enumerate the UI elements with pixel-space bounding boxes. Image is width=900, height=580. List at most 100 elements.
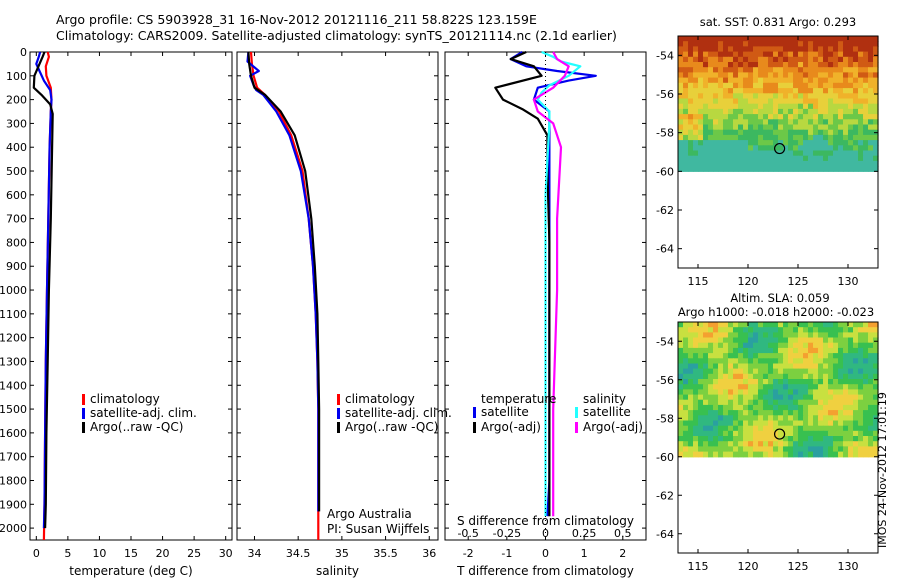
heatmap-cell: [763, 119, 769, 126]
heatmap-cell: [793, 46, 799, 53]
heatmap-cell: [843, 160, 849, 167]
heatmap-cell: [773, 155, 779, 162]
heatmap-cell: [868, 446, 874, 453]
heatmap-cell: [833, 93, 839, 100]
heatmap-cell: [793, 358, 799, 365]
heatmap-cell: [813, 51, 819, 58]
heatmap-cell: [723, 368, 729, 375]
heatmap-cell: [688, 430, 694, 437]
heatmap-cell: [823, 56, 829, 63]
heatmap-cell: [818, 410, 824, 416]
heatmap-cell: [818, 363, 824, 370]
heatmap-cell: [863, 332, 869, 339]
heatmap-cell: [768, 342, 774, 349]
heatmap-cell: [783, 441, 789, 447]
heatmap-cell: [873, 41, 879, 47]
heatmap-cell: [833, 436, 839, 442]
heatmap-cell: [788, 108, 794, 115]
heatmap-cell: [763, 332, 769, 339]
heatmap-cell: [858, 394, 864, 401]
heatmap-cell: [833, 119, 839, 126]
heatmap-cell: [873, 420, 879, 427]
heatmap-cell: [768, 327, 774, 333]
heatmap-cell: [733, 373, 739, 380]
heatmap-cell: [753, 430, 759, 437]
heatmap-cell: [748, 56, 754, 63]
heatmap-cell: [793, 134, 799, 141]
heatmap-cell: [793, 389, 799, 396]
heatmap-cell: [773, 404, 779, 411]
heatmap-cell: [758, 155, 764, 162]
heatmap-cell: [833, 389, 839, 396]
heatmap-cell: [873, 441, 879, 447]
heatmap-cell: [748, 436, 754, 442]
heatmap-cell: [713, 332, 719, 339]
heatmap-cell: [778, 425, 784, 432]
heatmap-cell: [788, 145, 794, 152]
heatmap-cell: [818, 77, 824, 84]
heatmap-cell: [773, 394, 779, 401]
heatmap-cell: [818, 67, 824, 73]
heatmap-cell: [818, 62, 824, 68]
heatmap-cell: [828, 332, 834, 339]
heatmap-cell: [823, 399, 829, 406]
heatmap-cell: [818, 389, 824, 396]
heatmap-cell: [758, 420, 764, 427]
heatmap-cell: [773, 379, 779, 385]
heatmap-cell: [828, 451, 834, 458]
heatmap-cell: [683, 108, 689, 115]
heatmap-cell: [678, 430, 684, 437]
heatmap-cell: [698, 430, 704, 437]
heatmap-cell: [693, 88, 699, 94]
heatmap-cell: [863, 103, 869, 110]
heatmap-cell: [853, 82, 859, 89]
heatmap-cell: [783, 67, 789, 73]
heatmap-cell: [718, 98, 724, 105]
heatmap-cell: [688, 342, 694, 349]
heatmap-cell: [803, 46, 809, 53]
heatmap-cell: [813, 420, 819, 427]
heatmap-cell: [688, 36, 694, 42]
heatmap-cell: [873, 103, 879, 110]
legend-swatch: [337, 394, 340, 405]
series-line-magenta: [532, 51, 570, 517]
map-lon-label: 115: [688, 275, 709, 288]
heatmap-cell: [758, 129, 764, 136]
heatmap-cell: [708, 394, 714, 401]
heatmap-cell: [793, 88, 799, 94]
heatmap-cell: [863, 399, 869, 406]
heatmap-cell: [853, 430, 859, 437]
heatmap-cell: [698, 420, 704, 427]
heatmap-cell: [723, 384, 729, 390]
heatmap-cell: [743, 93, 749, 100]
heatmap-cell: [868, 394, 874, 401]
heatmap-cell: [813, 322, 819, 328]
heatmap-cell: [838, 93, 844, 100]
heatmap-cell: [768, 373, 774, 380]
heatmap-cell: [868, 46, 874, 53]
heatmap-cell: [868, 67, 874, 73]
heatmap-cell: [768, 404, 774, 411]
heatmap-cell: [868, 119, 874, 126]
heatmap-cell: [828, 404, 834, 411]
heatmap-cell: [848, 404, 854, 411]
heatmap-cell: [763, 363, 769, 370]
heatmap-cell: [848, 420, 854, 427]
depth-tick-label: 1200: [0, 332, 27, 345]
heatmap-cell: [838, 46, 844, 53]
heatmap-cell: [813, 108, 819, 115]
heatmap-cell: [818, 415, 824, 422]
heatmap-cell: [688, 160, 694, 167]
heatmap-cell: [798, 322, 804, 328]
heatmap-cell: [863, 353, 869, 359]
heatmap-cell: [838, 140, 844, 146]
heatmap-cell: [703, 446, 709, 453]
heatmap-cell: [733, 337, 739, 344]
heatmap-cell: [713, 140, 719, 146]
heatmap-cell: [758, 347, 764, 354]
heatmap-cell: [783, 124, 789, 131]
heatmap-cell: [798, 88, 804, 94]
heatmap-cell: [803, 119, 809, 126]
heatmap-cell: [808, 436, 814, 442]
heatmap-cell: [833, 46, 839, 53]
